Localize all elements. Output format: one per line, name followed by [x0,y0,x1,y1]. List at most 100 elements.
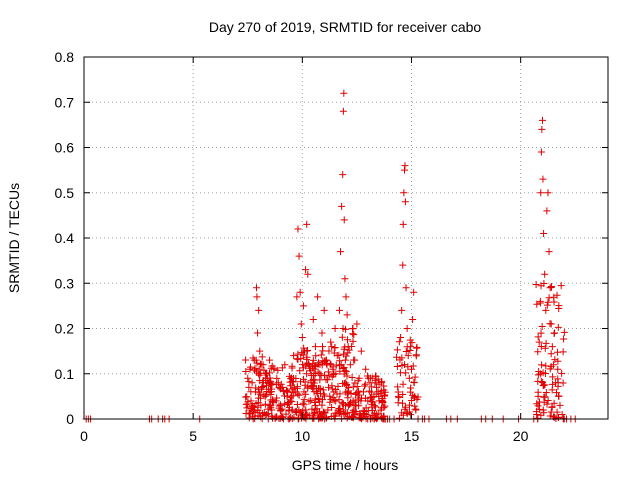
data-point-marker [303,355,311,363]
data-point-marker [301,378,309,386]
x-tick-label: 20 [513,428,529,444]
data-point-marker [285,406,293,414]
data-point-marker [540,229,548,237]
data-point-marker [393,363,401,371]
data-point-marker [542,389,550,397]
data-point-marker [296,288,304,296]
data-point-marker [307,379,315,387]
data-point-marker [534,392,542,400]
data-point-marker [364,397,372,405]
data-point-marker [255,370,263,378]
data-point-marker [344,402,352,410]
data-point-marker [550,298,558,306]
data-point-marker [540,393,548,401]
data-point-marker [315,359,323,367]
data-point-marker [311,343,319,351]
data-point-marker [299,361,307,369]
data-point-marker [546,365,554,373]
data-point-marker [274,366,282,374]
data-point-marker [349,325,357,332]
data-point-marker [361,380,369,388]
data-point-marker [398,306,406,314]
data-point-marker [538,361,546,369]
x-tick-label: 10 [295,428,311,444]
data-point-marker [242,393,250,401]
data-point-marker [320,306,328,314]
data-point-marker [254,394,262,402]
data-point-marker [302,390,310,398]
data-point-marker [549,373,557,381]
data-point-marker [277,401,284,409]
data-point-marker [407,384,415,392]
data-point-marker [350,331,358,339]
data-point-marker [295,252,303,260]
data-point-marker [355,374,363,382]
data-point-marker [295,414,303,422]
data-point-marker [372,403,380,411]
data-point-marker [293,400,301,408]
data-point-marker [396,414,404,422]
data-point-marker [353,320,361,328]
data-point-marker [305,361,313,369]
data-point-marker [340,345,348,353]
data-point-marker [272,397,280,405]
data-point-marker [251,388,259,396]
data-point-marker [414,393,422,401]
data-point-marker [292,388,300,396]
data-point-marker [305,411,313,419]
data-point-marker [262,391,270,399]
data-point-marker [325,372,333,380]
data-point-marker [339,325,347,333]
data-point-marker [331,325,339,332]
data-point-marker [378,379,386,387]
data-point-marker [324,406,332,414]
data-point-marker [370,401,378,409]
data-point-marker [262,369,270,377]
data-point-marker [533,300,541,308]
data-point-marker [307,397,315,405]
data-point-marker [366,379,374,387]
data-point-marker [394,392,402,400]
data-point-marker [274,379,282,387]
data-point-marker [393,346,401,354]
data-point-marker [375,410,383,418]
data-point-marker [281,361,289,369]
data-point-marker [394,399,402,407]
data-point-marker [251,412,259,420]
data-point-marker [252,284,260,292]
data-point-marker [547,350,555,358]
data-point-marker [381,388,389,396]
data-point-marker [255,365,263,373]
data-point-marker [297,320,305,328]
data-point-marker [299,364,307,372]
data-point-marker [343,414,351,422]
data-point-marker [397,334,405,342]
data-point-marker [340,89,348,97]
data-point-marker [551,329,559,337]
data-point-marker [406,343,414,351]
data-point-marker [339,171,347,179]
data-point-marker [353,383,361,391]
data-point-marker [559,379,567,387]
data-point-marker [537,377,545,385]
x-axis-label: GPS time / hours [292,457,399,473]
data-point-marker [401,198,409,206]
data-point-marker [410,394,418,402]
data-point-marker [283,392,291,400]
data-point-marker [404,363,412,371]
data-point-marker [398,361,406,369]
data-point-marker [379,398,387,406]
data-point-marker [371,413,379,421]
data-point-marker [406,336,414,344]
data-point-marker [553,408,561,416]
data-point-marker [546,412,554,420]
data-point-marker [310,365,318,373]
data-point-marker [552,379,560,387]
data-point-marker [367,388,375,396]
data-point-marker [361,382,369,390]
data-point-marker [339,379,347,387]
data-point-marker [550,399,558,407]
data-point-marker [258,383,266,391]
data-point-marker [374,388,382,396]
data-point-marker [402,403,410,411]
